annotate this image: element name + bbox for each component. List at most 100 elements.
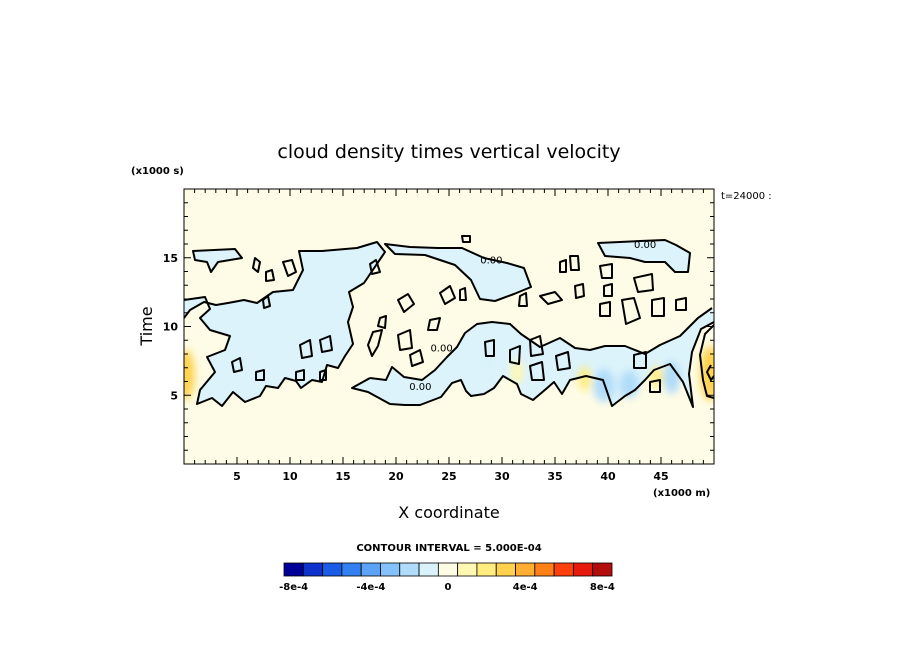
contour-line	[569, 255, 580, 271]
x-axis-label: X coordinate	[398, 503, 499, 522]
contour-labels: 0.00 0.00 0.00 0.00	[409, 240, 656, 393]
chart-title: cloud density times vertical velocity	[277, 141, 620, 163]
x-tick-label: 25	[441, 470, 456, 483]
y-tick-labels: 5 10 15	[163, 252, 179, 403]
contour-line	[184, 241, 386, 407]
x-tick-label: 30	[494, 470, 510, 483]
contour-line	[369, 307, 713, 381]
contour-line	[597, 239, 691, 273]
contour-line	[649, 379, 661, 393]
contour-line	[539, 291, 563, 305]
colorbar-cell	[418, 562, 439, 577]
colorbar-cell	[360, 562, 381, 577]
colorbar-cell	[302, 562, 323, 577]
contour-line	[369, 259, 381, 275]
contour-label: 0.00	[480, 255, 502, 266]
y-tick-label: 5	[170, 389, 178, 402]
colorbar-cell	[283, 562, 304, 577]
colorbar-cell	[399, 562, 420, 577]
colorbar: CONTOUR INTERVAL = 5.000E-04 -8e-4 -4e-4 0…	[279, 543, 615, 593]
colorbar-cell	[515, 562, 536, 577]
x-tick-label: 20	[388, 470, 404, 483]
contour-line	[599, 263, 613, 279]
field-blob	[663, 360, 681, 394]
contour-line	[265, 269, 275, 282]
contour-line	[192, 248, 243, 273]
field-blob	[510, 359, 524, 385]
field-blob	[578, 366, 592, 392]
negative-region	[193, 249, 242, 272]
contour-line	[461, 235, 471, 243]
contour-line	[319, 369, 327, 381]
colorbar-cell	[341, 562, 362, 577]
field-blob	[593, 369, 615, 403]
colorbar-tick-labels: -8e-4 -4e-4 0 4e-4 8e-4	[279, 582, 615, 593]
colorbar-cells	[283, 562, 613, 577]
y-tick-label: 15	[163, 252, 178, 265]
contour-line	[255, 369, 265, 381]
colorbar-cell	[573, 562, 594, 577]
colorbar-cell	[495, 562, 516, 577]
x-tick-label: 10	[282, 470, 298, 483]
contour-label: 0.00	[409, 382, 431, 393]
plot-area: 0.00 0.00 0.00 0.00	[183, 188, 715, 465]
contour-line	[699, 324, 714, 399]
x-tick-label: 15	[335, 470, 350, 483]
x-scale-label: (x1000 m)	[653, 488, 710, 499]
x-tick-label: 35	[547, 470, 562, 483]
negative-region	[184, 242, 385, 406]
x-tick-label: 40	[600, 470, 616, 483]
y-scale-label: (x1000 s)	[131, 166, 184, 177]
field-blob	[480, 348, 494, 371]
contour-line	[262, 295, 271, 309]
colorbar-tick-label: 0	[445, 582, 452, 593]
contour-line	[409, 349, 424, 367]
negative-region	[385, 244, 531, 301]
field-anomalies	[184, 345, 714, 403]
contour-line	[299, 339, 313, 359]
contour-line	[427, 317, 441, 331]
contour-line	[252, 257, 261, 273]
contour-line	[518, 292, 528, 307]
x-tick-label: 45	[653, 470, 668, 483]
field-blob	[184, 349, 195, 400]
time-annotation: t=24000 :	[721, 191, 772, 202]
contour-line	[295, 369, 305, 381]
colorbar-tick-label: 4e-4	[513, 582, 538, 593]
colorbar-cell	[380, 562, 401, 577]
contour-line	[439, 285, 456, 305]
contour-line	[351, 321, 714, 408]
colorbar-cell	[476, 562, 497, 577]
contour-line	[633, 273, 654, 293]
contour-line	[603, 283, 613, 297]
contour-label: 0.00	[634, 240, 656, 251]
contour-line	[621, 297, 641, 325]
colorbar-title: CONTOUR INTERVAL = 5.000E-04	[356, 543, 541, 554]
colorbar-cell	[322, 562, 343, 577]
contour-line	[559, 259, 567, 273]
x-tick-labels: 5 10 15 20 25 30 35 40 45	[233, 470, 668, 483]
contour-line	[675, 297, 687, 311]
contour-line	[706, 364, 714, 381]
colorbar-cell	[534, 562, 555, 577]
y-tick-label: 10	[163, 321, 179, 334]
contour-line	[377, 315, 387, 329]
x-tick-label: 5	[233, 470, 241, 483]
contour-line	[574, 283, 585, 299]
contour-line	[367, 329, 383, 357]
contour-line	[397, 293, 415, 313]
contour-line	[384, 243, 532, 302]
axis-ticks	[184, 189, 714, 464]
contour-line	[231, 357, 243, 373]
contour-line	[484, 339, 495, 357]
colorbar-cell	[592, 562, 613, 577]
colorbar-tick-label: 8e-4	[590, 582, 615, 593]
contour-line	[529, 335, 544, 357]
y-axis-label: Time	[137, 306, 156, 346]
contour-line	[633, 351, 647, 369]
colorbar-cell	[437, 562, 459, 577]
contour-line	[397, 329, 413, 351]
contour-line	[509, 345, 521, 365]
colorbar-cell	[553, 562, 574, 577]
